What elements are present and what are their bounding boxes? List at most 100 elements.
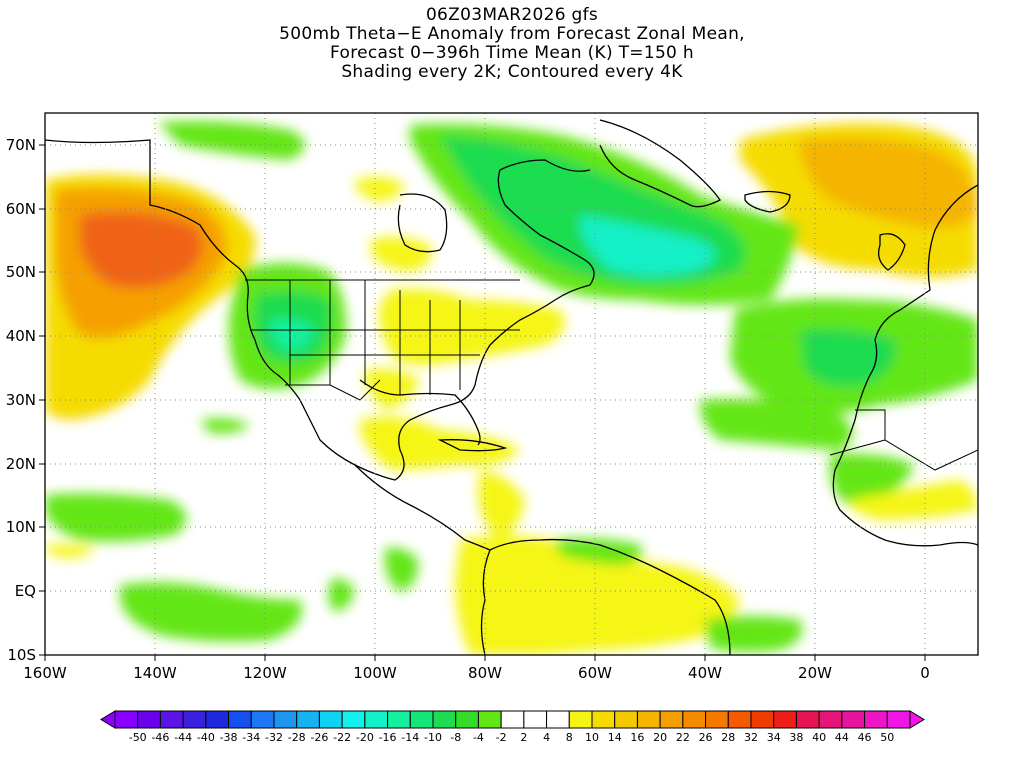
colorbar-swatch: [659, 710, 684, 729]
lat-label-10n: 10N: [6, 518, 36, 536]
lat-label-30n: 30N: [6, 391, 36, 409]
lat-label-40n: 40N: [6, 327, 36, 345]
shade-atlantic-green: [700, 398, 853, 450]
colorbar-label: 28: [721, 731, 735, 744]
shade-canada-yellow-2: [355, 176, 405, 202]
lon-label-60w: 60W: [578, 664, 612, 682]
lat-label-50n: 50N: [6, 263, 36, 281]
colorbar-swatch: [228, 710, 252, 729]
colorbar-label: 8: [566, 731, 573, 744]
coast-iceland: [744, 190, 791, 213]
colorbar-label: 16: [630, 731, 644, 744]
colorbar-swatch: [818, 710, 843, 729]
shade-canada-cyan: [580, 215, 715, 276]
lon-label-140w: 140W: [133, 664, 177, 682]
colorbar-label: -40: [197, 731, 215, 744]
colorbar-swatch: [409, 710, 434, 729]
colorbar-swatch: [841, 710, 866, 729]
colorbar-swatch: [387, 710, 411, 729]
colorbar-swatch: [636, 710, 661, 729]
shade-africa-yellow: [850, 480, 978, 520]
coast-hudson: [397, 193, 448, 253]
colorbar-swatch: [795, 710, 820, 729]
lat-label-eq: EQ: [15, 582, 36, 600]
colorbar-swatch: [477, 710, 502, 729]
coast-sa: [480, 538, 731, 655]
shade-eus-yellow: [379, 288, 565, 365]
shade-pacific-yellow: [45, 544, 95, 558]
coast-centam: [354, 464, 491, 551]
colorbar-label: -16: [379, 731, 397, 744]
colorbar-swatch: [432, 710, 457, 729]
border-us-states-1: [289, 280, 461, 395]
colorbar-label: 10: [585, 731, 599, 744]
colorbar-swatch: [341, 710, 366, 729]
colorbar-label: -22: [333, 731, 351, 744]
colorbar-label: -50: [129, 731, 147, 744]
colorbar-swatch: [750, 710, 775, 729]
coast-gulf: [359, 379, 481, 446]
colorbar-swatch: [705, 710, 729, 729]
colorbar-label: 20: [653, 731, 667, 744]
colorbar-swatch: [455, 710, 479, 729]
colorbar-label: 38: [789, 731, 803, 744]
colorbar-label: 2: [520, 731, 527, 744]
shade-wus-cyan: [270, 318, 315, 352]
shade-sa-green: [555, 538, 643, 565]
shade-canada-yellow-1: [370, 236, 432, 272]
colorbar-swatch: [500, 710, 525, 729]
coast-greenland: [599, 119, 721, 208]
border-us-states-2: [250, 329, 520, 356]
coast-uk: [877, 233, 906, 271]
coastlines: [45, 119, 978, 655]
lon-label-20w: 20W: [798, 664, 832, 682]
colorbar-label: -2: [496, 731, 507, 744]
shade-europe-orange: [800, 137, 978, 229]
lat-label-60n: 60N: [6, 200, 36, 218]
colorbar-swatch: [205, 710, 230, 729]
colorbar-swatch: [273, 710, 298, 729]
colorbar-label: 40: [812, 731, 826, 744]
colorbar-label: -10: [424, 731, 442, 744]
lon-label-160w: 160W: [23, 664, 67, 682]
borders: [149, 140, 978, 471]
lat-label-20n: 20N: [6, 455, 36, 473]
colorbar-label: -32: [265, 731, 283, 744]
colorbar-swatch: [864, 710, 888, 729]
colorbar-swatch: [364, 710, 389, 729]
colorbar-swatch: [773, 710, 797, 729]
lat-labels: 70N 60N 50N 40N 30N 20N 10N EQ 10S: [6, 136, 36, 664]
colorbar: -50 -46 -44 -40 -38 -34 -32 -28 -26 -22 -20 -16 -14-…: [100, 710, 925, 744]
colorbar-label: -4: [473, 731, 484, 744]
shade-pacific-green-5: [200, 418, 250, 434]
title-line-3: Forecast 0−396h Time Mean (K) T=150 h: [330, 43, 694, 63]
lon-labels: 160W 140W 120W 100W 80W 60W 40W 20W 0: [23, 664, 930, 682]
colorbar-label: -28: [288, 731, 306, 744]
colorbar-swatch: [591, 710, 616, 729]
title-line-4: Shading every 2K; Contoured every 4K: [341, 62, 683, 82]
lon-label-100w: 100W: [353, 664, 397, 682]
colorbar-label: 22: [676, 731, 690, 744]
colorbar-label: -26: [310, 731, 328, 744]
colorbar-label: 14: [608, 731, 622, 744]
shade-centam-yellow: [478, 470, 525, 540]
colorbar-label: 44: [835, 731, 849, 744]
shade-alaska-red: [80, 211, 203, 289]
colorbar-label: 50: [880, 731, 894, 744]
title-line-1: 06Z03MAR2026 gfs: [425, 5, 599, 25]
lon-label-80w: 80W: [468, 664, 502, 682]
lon-label-40w: 40W: [688, 664, 722, 682]
shade-pacific-green-3: [385, 547, 419, 592]
shade-pacific-green-1: [45, 493, 187, 542]
colorbar-swatch: [523, 710, 548, 729]
lat-label-70n: 70N: [6, 136, 36, 154]
colorbar-high-arrow: [909, 710, 925, 729]
coast-alaska: [45, 139, 595, 481]
coast-cuba: [437, 439, 508, 452]
shade-arctic-green: [158, 121, 305, 160]
colorbar-label: 4: [543, 731, 550, 744]
lon-label-0: 0: [920, 664, 930, 682]
axis-ticks: [39, 144, 926, 661]
shade-africa-green: [830, 453, 915, 510]
